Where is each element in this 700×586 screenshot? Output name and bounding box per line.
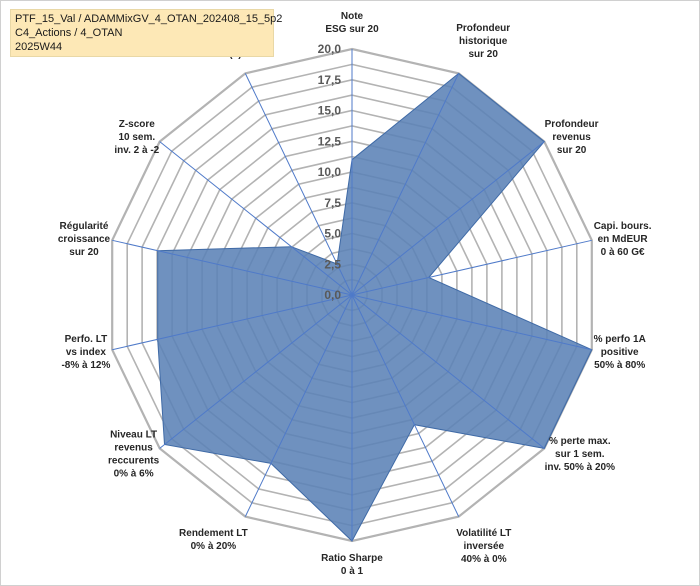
axis-label-line: sur 20 — [468, 49, 498, 60]
axis-label-line: % perte max. — [549, 436, 611, 447]
tick-labels: 0,0 2,5 5,0 7,5 10,0 12,5 15,0 17,5 20,0 — [318, 42, 342, 302]
axis-spokes — [112, 49, 592, 541]
axis-label-line: Profondeur — [456, 23, 510, 34]
axis-label-line: revenus — [114, 442, 153, 453]
axis-label-3: Profondeur revenus sur 20 — [545, 119, 599, 156]
axis-labels: Note ESG sur 20 Profondeur historique sur 20… — [58, 11, 652, 577]
axis-label-line: inv. 2 à -2 — [114, 145, 159, 156]
axis-label-line: reccurents — [108, 455, 160, 466]
tick-label: 12,5 — [318, 134, 342, 148]
axis-label-line: sur 20 — [69, 247, 99, 258]
chart-title-line-3: 2025W44 — [15, 41, 63, 53]
axis-label-2: Profondeur historique sur 20 — [456, 23, 510, 60]
axis-label-line: Rendement LT — [179, 528, 248, 539]
axis-label-line: 40% à 0% — [461, 554, 507, 565]
axis-label-line: 10 sem. — [118, 132, 155, 143]
axis-label-line: Z-score — [119, 119, 156, 130]
tick-label: 2,5 — [324, 257, 341, 271]
tick-label: 20,0 — [318, 42, 342, 56]
tick-label: 5,0 — [324, 227, 341, 241]
axis-spoke-3 — [351, 141, 545, 296]
axis-label-line: 0 à 1 — [341, 566, 364, 577]
axis-label-line: Volatilité LT — [456, 528, 511, 539]
tick-label: 10,0 — [318, 165, 342, 179]
axis-label-9: Rendement LT 0% à 20% — [179, 528, 248, 552]
axis-spoke-7 — [351, 294, 460, 517]
axis-spoke-14 — [244, 73, 353, 296]
axis-label-line: Capi. bours. — [594, 221, 652, 232]
axis-label-5: % perfo 1A positive 50% à 80% — [594, 334, 646, 371]
tick-label: 15,0 — [318, 104, 342, 118]
axis-label-line: revenus — [552, 132, 591, 143]
axis-label-line: sur 20 — [557, 145, 587, 156]
axis-label-line: historique — [459, 36, 508, 47]
axis-spoke-2 — [351, 73, 460, 296]
axis-label-line: -8% à 12% — [61, 360, 110, 371]
axis-label-line: 0% à 20% — [191, 541, 237, 552]
axis-label-13: Z-score 10 sem. inv. 2 à -2 — [114, 119, 159, 156]
chart-title-line-2: C4_Actions / 4_OTAN — [15, 27, 123, 39]
axis-spoke-11 — [112, 294, 353, 351]
axis-label-line: 0% à 6% — [114, 468, 154, 479]
axis-label-10: Niveau LT revenus reccurents 0% à 6% — [108, 429, 160, 479]
series-area — [157, 72, 593, 542]
axis-label-7: Volatilité LT inversée 40% à 0% — [456, 528, 511, 565]
axis-label-line: sur 1 sem. — [555, 449, 605, 460]
axis-label-line: 50% à 80% — [594, 360, 645, 371]
axis-label-line: croissance — [58, 234, 111, 245]
axis-label-12: Régularité croissance sur 20 — [58, 221, 111, 258]
axis-spoke-5 — [351, 294, 592, 351]
series-layer — [157, 72, 593, 542]
chart-title: PTF_15_Val / ADAMMixGV_4_OTAN_202408_15_… — [10, 9, 283, 57]
axis-label-line: positive — [601, 347, 639, 358]
tick-label: 17,5 — [318, 73, 342, 87]
axis-label-line: Ratio Sharpe — [321, 553, 383, 564]
axis-spoke-10 — [159, 294, 353, 449]
axis-label-4: Capi. bours. en MdEUR 0 à 60 G€ — [594, 221, 652, 258]
axis-spoke-4 — [351, 239, 592, 296]
axis-spoke-9 — [244, 294, 353, 517]
axis-label-line: ESG sur 20 — [325, 24, 379, 35]
axis-label-11: Perfo. LT vs index -8% à 12% — [61, 334, 110, 371]
axis-label-1: Note ESG sur 20 — [325, 11, 379, 35]
axis-label-line: % perfo 1A — [594, 334, 646, 345]
axis-spoke-13 — [159, 141, 353, 296]
tick-label: 7,5 — [324, 196, 341, 210]
axis-label-line: inversée — [464, 541, 505, 552]
axis-label-line: Régularité — [60, 221, 109, 232]
axis-spoke-6 — [351, 294, 545, 449]
chart-title-line-1: PTF_15_Val / ADAMMixGV_4_OTAN_202408_15_… — [15, 13, 283, 25]
axis-label-6: % perte max. sur 1 sem. inv. 50% à 20% — [545, 436, 616, 473]
axis-label-line: Profondeur — [545, 119, 599, 130]
tick-label: 0,0 — [324, 288, 341, 302]
axis-label-line: Perfo. LT — [65, 334, 108, 345]
axis-label-line: 0 à 60 G€ — [601, 247, 645, 258]
axis-label-line: Niveau LT — [110, 429, 157, 440]
axis-label-line: Note — [341, 11, 364, 22]
axis-spoke-12 — [112, 239, 353, 296]
axis-label-line: inv. 50% à 20% — [545, 462, 616, 473]
axis-label-8: Ratio Sharpe 0 à 1 — [321, 553, 383, 577]
axis-label-line: en MdEUR — [598, 234, 649, 245]
axis-label-line: vs index — [66, 347, 106, 358]
